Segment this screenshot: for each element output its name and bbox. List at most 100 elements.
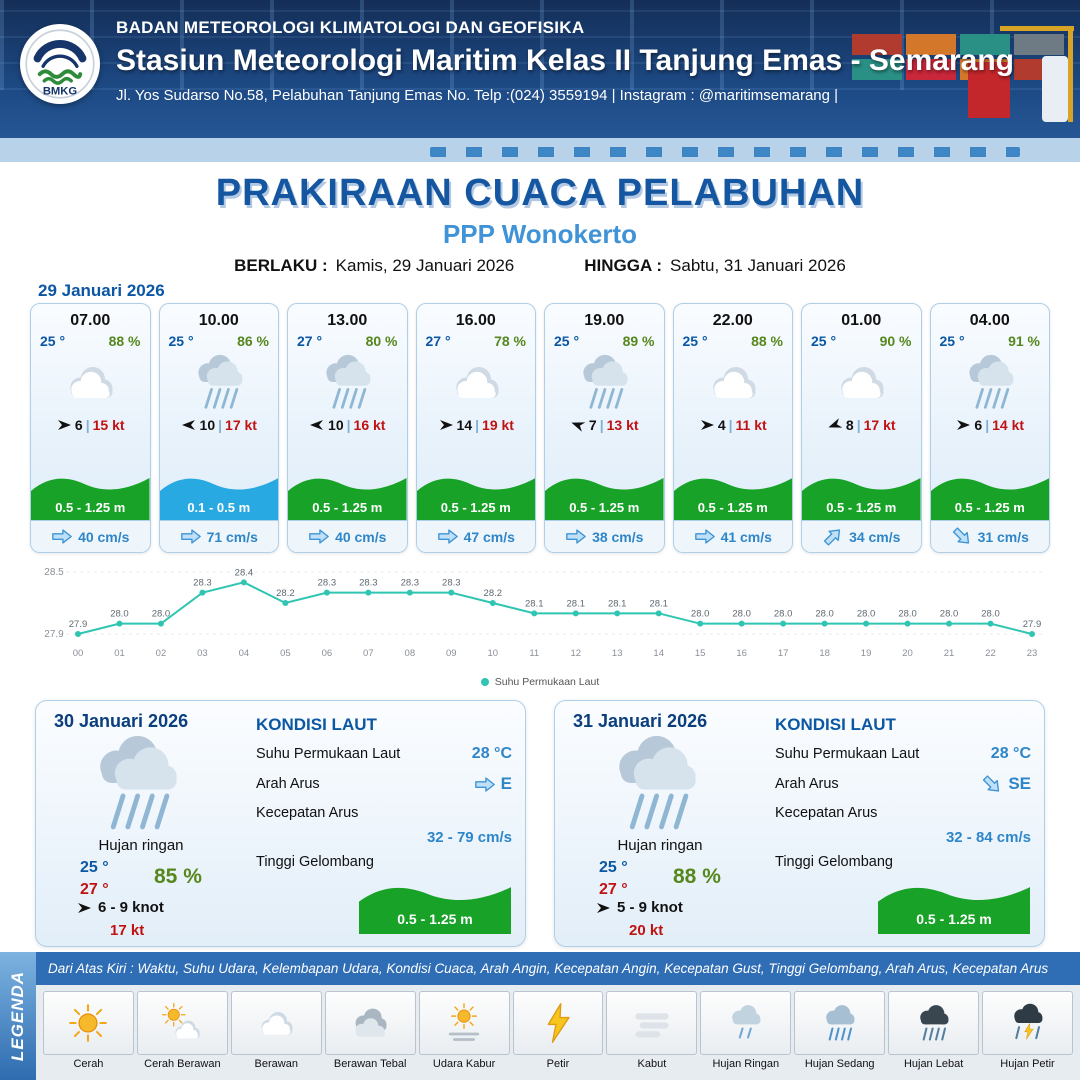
legend-bar: LEGENDA Dari Atas Kiri : Waktu, Suhu Uda…	[0, 952, 1080, 1080]
wind-direction-icon	[700, 420, 714, 430]
current-direction-icon	[823, 529, 841, 546]
legend-item-icon	[818, 1001, 862, 1045]
svg-text:28.0: 28.0	[857, 609, 876, 620]
legend-item-label: Udara Kabur	[432, 1058, 496, 1070]
wave-label: Tinggi Gelombang	[256, 854, 374, 870]
wind-gust-value: 19 kt	[482, 417, 514, 433]
svg-text:16: 16	[736, 648, 747, 659]
current-speed-value: 40 cm/s	[78, 528, 130, 545]
legend-item-label: Kabut	[637, 1058, 667, 1070]
sst-value: 28 °C	[471, 745, 512, 762]
day-weather-icon	[603, 731, 707, 835]
forecast-card: 10.00 25 ° 86 % 10 | 17 kt 0.1 - 0.5 m	[158, 303, 279, 553]
svg-text:28.0: 28.0	[691, 609, 710, 620]
humidity-value: 88 %	[751, 333, 783, 349]
valid-from: BERLAKU : Kamis, 29 Januari 2026	[234, 256, 514, 276]
day-date: 30 Januari 2026	[54, 711, 189, 731]
sst-value: 28 °C	[990, 745, 1031, 762]
svg-text:28.1: 28.1	[525, 598, 544, 609]
svg-text:28.4: 28.4	[235, 567, 254, 578]
legend-item: Berawan Tebal	[324, 991, 416, 1074]
legend-item-iconbox	[982, 991, 1073, 1055]
wind-divider: |	[475, 417, 480, 433]
legend-item-icon	[630, 1001, 674, 1045]
forecast-card: 13.00 27 ° 80 % 10 | 16 kt 0.5 - 1.25 m	[287, 303, 408, 553]
wave-height-value: 0.5 - 1.25 m	[826, 500, 897, 515]
legend-item-iconbox	[324, 991, 416, 1055]
current-direction-icon	[180, 529, 201, 544]
valid-from-value: Kamis, 29 Januari 2026	[335, 256, 515, 275]
svg-text:28.3: 28.3	[359, 578, 378, 589]
legend-item-iconbox	[794, 991, 886, 1055]
current-speed-value: 32 - 84 cm/s	[945, 829, 1031, 846]
chart-legend-dot	[480, 678, 489, 686]
svg-text:11: 11	[529, 648, 539, 659]
legend-item-label: Hujan Ringan	[712, 1058, 780, 1070]
day-humidity: 85 %	[154, 865, 202, 888]
current-direction-icon	[309, 529, 329, 544]
forecast-card: 07.00 25 ° 88 % 6 | 15 kt 0.5 - 1.25 m	[30, 303, 151, 553]
svg-text:03: 03	[197, 648, 208, 659]
svg-text:27.9: 27.9	[44, 629, 64, 640]
sea-conditions: KONDISI LAUT Suhu Permukaan Laut 28 °C A…	[775, 715, 1031, 881]
legend-title: LEGENDA	[8, 970, 27, 1062]
current-direction-icon	[952, 527, 969, 544]
header-text: BADAN METEOROLOGI KLIMATOLOGI DAN GEOFIS…	[116, 18, 1014, 104]
svg-text:28.2: 28.2	[484, 588, 503, 599]
current-speed-value: 31 cm/s	[977, 528, 1029, 545]
day-temp-max: 27 °	[80, 881, 109, 898]
current-direction-icon	[52, 529, 72, 544]
wave-height-box: 0.5 - 1.25 m	[802, 468, 921, 520]
valid-until: HINGGA : Sabtu, 31 Januari 2026	[584, 256, 846, 276]
temperature-value: 25 °	[40, 333, 66, 349]
day-wave-value: 0.5 - 1.25 m	[916, 911, 992, 927]
bmkg-logo-icon: BMKG	[25, 29, 95, 99]
valid-until-value: Sabtu, 31 Januari 2026	[670, 256, 846, 275]
wave-height-value: 0.5 - 1.25 m	[440, 500, 511, 515]
wind-speed-value: 10	[328, 417, 344, 433]
sst-row: Suhu Permukaan Laut 28 °C	[775, 745, 1031, 763]
current-speed-value: 41 cm/s	[720, 528, 772, 545]
day-date: 31 Januari 2026	[573, 711, 708, 731]
svg-text:21: 21	[944, 648, 955, 659]
legend-item-iconbox	[230, 991, 322, 1055]
legend-item-iconbox	[136, 991, 228, 1055]
wind-divider: |	[346, 417, 351, 433]
day-wind-direction-icon	[597, 902, 610, 913]
day-wave-box: 0.5 - 1.25 m	[878, 876, 1030, 934]
wind-direction-icon	[310, 420, 324, 430]
wave-height-box: 0.1 - 0.5 m	[159, 468, 278, 520]
humidity-value: 86 %	[237, 333, 269, 349]
day-card: 30 Januari 2026 Hujan ringan 25 ° 27 ° 8…	[35, 700, 526, 947]
legend-items-row: Cerah Cerah Berawan Berawan Berawan Teba…	[36, 985, 1080, 1080]
time-label: 13.00	[327, 312, 368, 329]
wind-divider: |	[856, 417, 861, 433]
svg-text:28.0: 28.0	[732, 609, 751, 620]
forecast-date-label: 29 Januari 2026	[38, 281, 165, 300]
wind-gust-value: 17 kt	[863, 417, 896, 433]
current-speed-label: Kecepatan Arus	[775, 805, 878, 821]
sea-conditions: KONDISI LAUT Suhu Permukaan Laut 28 °C A…	[256, 715, 512, 881]
svg-text:27.9: 27.9	[69, 619, 88, 630]
terminal-seats-decor	[430, 147, 1020, 157]
station-address: Jl. Yos Sudarso No.58, Pelabuhan Tanjung…	[116, 87, 839, 104]
header: BMKG BADAN METEOROLOGI KLIMATOLOGI DAN G…	[0, 0, 1080, 162]
weather-icon	[802, 351, 921, 413]
current-row: 34 cm/s	[802, 520, 921, 552]
current-speed-value: 32 - 79 cm/s	[426, 829, 512, 846]
time-label: 10.00	[198, 312, 239, 329]
wind-direction-icon	[571, 422, 586, 432]
wind-row: 8 | 17 kt	[802, 417, 921, 433]
day-condition: Hujan ringan	[98, 837, 184, 854]
wave-height-box: 0.5 - 1.25 m	[416, 468, 535, 520]
legend-item: Kabut	[606, 991, 698, 1074]
temperature-value: 25 °	[939, 333, 965, 349]
svg-text:28.1: 28.1	[649, 598, 668, 609]
legend-item: Hujan Lebat	[888, 991, 980, 1074]
svg-text:28.3: 28.3	[193, 578, 212, 589]
wind-divider: |	[599, 417, 604, 433]
legend-item-icon	[66, 1001, 110, 1045]
svg-text:28.0: 28.0	[774, 609, 793, 620]
weather-icon	[674, 351, 793, 413]
validity-row: BERLAKU : Kamis, 29 Januari 2026 HINGGA :…	[0, 256, 1080, 276]
